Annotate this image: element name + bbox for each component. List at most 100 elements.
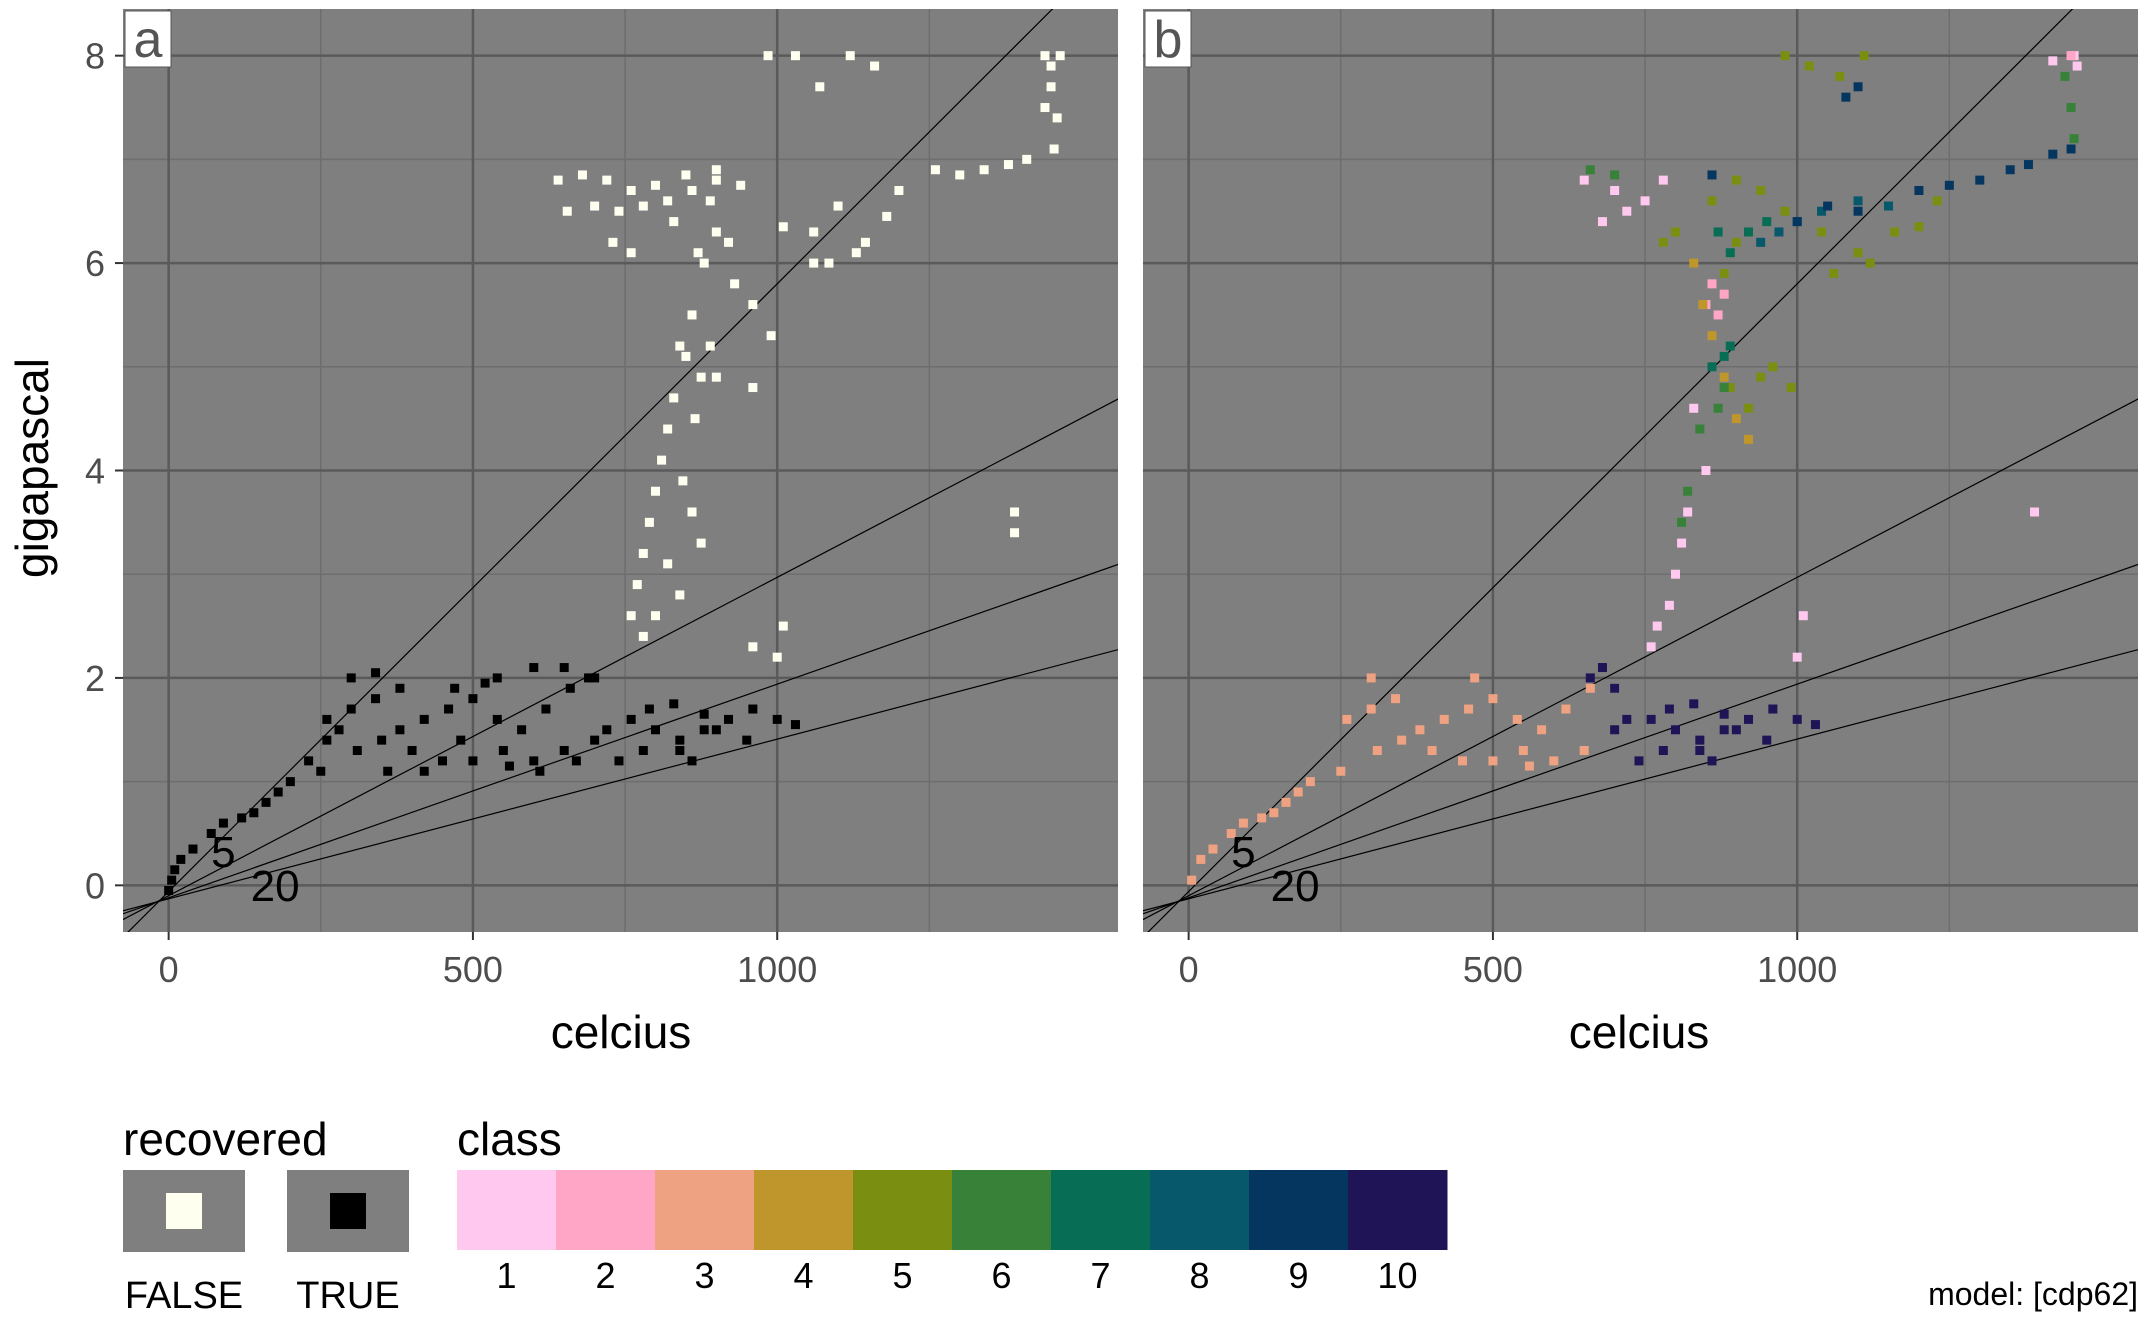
data-point [748, 704, 758, 714]
data-point [176, 854, 186, 864]
data-point [1585, 673, 1595, 683]
data-point [559, 663, 569, 673]
legend-recovered-swatch [166, 1193, 202, 1229]
data-point [1622, 714, 1632, 724]
data-point [614, 206, 624, 216]
series-6 [1585, 71, 2079, 527]
data-point [1226, 828, 1236, 838]
data-point [1695, 735, 1705, 745]
data-point [638, 746, 648, 756]
data-point [1698, 300, 1708, 310]
plot-area: 5 20 [123, 9, 1118, 932]
data-point [1610, 683, 1620, 693]
data-point [1366, 673, 1376, 683]
data-point [249, 808, 259, 818]
data-point [748, 642, 758, 652]
x-tick-label: 0 [1179, 949, 1199, 990]
y-tick-label: 2 [85, 658, 105, 699]
data-point [675, 746, 685, 756]
data-point [1610, 170, 1620, 180]
data-point [1975, 175, 1985, 185]
series-4 [1689, 258, 1754, 444]
legend-class-swatch [1348, 1170, 1448, 1250]
data-point [663, 559, 673, 569]
data-point [1804, 61, 1814, 71]
data-point [206, 828, 216, 838]
panel-tag: a [134, 11, 163, 69]
data-point [602, 175, 612, 185]
data-point [1336, 766, 1346, 776]
data-point [1524, 761, 1534, 771]
data-point [1646, 714, 1656, 724]
data-point [1052, 113, 1062, 123]
data-point [711, 227, 721, 237]
data-point [1046, 82, 1056, 92]
data-point [675, 590, 685, 600]
data-point [1439, 714, 1449, 724]
data-point [1713, 310, 1723, 320]
data-point [1040, 103, 1050, 113]
data-point [1798, 611, 1808, 621]
series-7 [1707, 217, 1772, 372]
data-point [626, 185, 636, 195]
x-axis-title-a: celcius [551, 1006, 692, 1058]
data-point [1713, 227, 1723, 237]
data-point [1689, 258, 1699, 268]
data-point [1585, 683, 1595, 693]
data-point [541, 704, 551, 714]
data-point [650, 486, 660, 496]
x-axis-title-b: celcius [1569, 1006, 1710, 1058]
data-point [696, 372, 706, 382]
data-point [687, 507, 697, 517]
data-point [711, 175, 721, 185]
data-point [772, 652, 782, 662]
data-point [772, 714, 782, 724]
data-point [395, 683, 405, 693]
data-point [170, 865, 180, 875]
y-tick-label: 4 [85, 451, 105, 492]
data-point [870, 61, 880, 71]
data-point [696, 538, 706, 548]
data-point [675, 341, 685, 351]
data-point [675, 735, 685, 745]
data-point [1342, 714, 1352, 724]
data-point [632, 580, 642, 590]
data-point [1457, 756, 1467, 766]
x-tick-label: 0 [159, 949, 179, 990]
data-point [1719, 351, 1729, 361]
data-point [1022, 154, 1032, 164]
data-point [1610, 725, 1620, 735]
data-point [778, 222, 788, 232]
data-point [316, 766, 326, 776]
data-point [1701, 466, 1711, 475]
data-point [1010, 528, 1020, 538]
legend-class-swatch [952, 1170, 1052, 1250]
data-point [1196, 854, 1206, 864]
data-point [1890, 227, 1900, 237]
model-caption: model: [cdp62] [1928, 1276, 2138, 1312]
data-point [638, 631, 648, 641]
data-point [1488, 756, 1498, 766]
data-point [1780, 206, 1790, 216]
data-point [711, 725, 721, 735]
legend-class-label: 10 [1377, 1255, 1417, 1296]
data-point [334, 725, 344, 735]
data-point [1774, 227, 1784, 237]
data-point [1768, 704, 1778, 714]
data-point [562, 206, 572, 216]
data-point [1689, 699, 1699, 709]
data-point [699, 258, 709, 268]
data-point [2005, 165, 2015, 175]
data-point [1427, 746, 1437, 756]
reference-line [123, 563, 1118, 915]
data-point [1865, 258, 1875, 268]
data-point [1561, 704, 1571, 714]
data-point [833, 201, 843, 211]
data-point [1707, 170, 1717, 180]
reference-line-label: 20 [251, 862, 300, 911]
data-point [1707, 756, 1717, 766]
data-point [492, 673, 502, 683]
data-point [492, 714, 502, 724]
data-point [638, 201, 648, 211]
data-point [1049, 144, 1059, 154]
